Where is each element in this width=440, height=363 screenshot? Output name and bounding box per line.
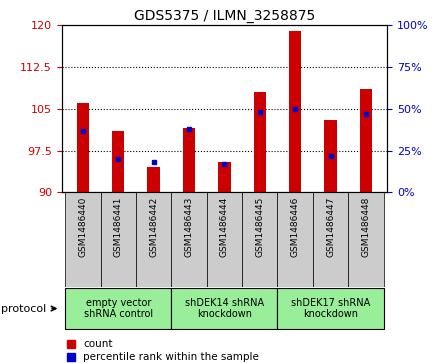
- Bar: [183, 129, 195, 192]
- Text: GSM1486448: GSM1486448: [362, 197, 370, 257]
- Text: shDEK17 shRNA
knockdown: shDEK17 shRNA knockdown: [291, 298, 370, 319]
- Text: GSM1486441: GSM1486441: [114, 197, 123, 257]
- FancyBboxPatch shape: [65, 192, 100, 287]
- FancyBboxPatch shape: [136, 192, 171, 287]
- FancyBboxPatch shape: [171, 192, 207, 287]
- Bar: [77, 103, 89, 192]
- Text: GSM1486440: GSM1486440: [78, 197, 87, 257]
- FancyBboxPatch shape: [348, 192, 384, 287]
- Bar: [324, 120, 337, 192]
- Bar: [218, 162, 231, 192]
- FancyBboxPatch shape: [313, 192, 348, 287]
- FancyBboxPatch shape: [278, 287, 384, 330]
- Text: GSM1486442: GSM1486442: [149, 197, 158, 257]
- Text: GSM1486444: GSM1486444: [220, 197, 229, 257]
- Text: GSM1486446: GSM1486446: [291, 197, 300, 257]
- Bar: [289, 31, 301, 192]
- Bar: [253, 92, 266, 192]
- FancyBboxPatch shape: [278, 192, 313, 287]
- Title: GDS5375 / ILMN_3258875: GDS5375 / ILMN_3258875: [134, 9, 315, 23]
- Text: protocol: protocol: [1, 303, 56, 314]
- FancyBboxPatch shape: [65, 287, 171, 330]
- Text: empty vector
shRNA control: empty vector shRNA control: [84, 298, 153, 319]
- Text: shDEK14 shRNA
knockdown: shDEK14 shRNA knockdown: [185, 298, 264, 319]
- FancyBboxPatch shape: [207, 192, 242, 287]
- Bar: [360, 89, 372, 192]
- Text: GSM1486443: GSM1486443: [184, 197, 194, 257]
- FancyBboxPatch shape: [171, 287, 278, 330]
- Text: GSM1486445: GSM1486445: [255, 197, 264, 257]
- Bar: [147, 167, 160, 192]
- Text: GSM1486447: GSM1486447: [326, 197, 335, 257]
- FancyBboxPatch shape: [242, 192, 278, 287]
- Legend: count, percentile rank within the sample: count, percentile rank within the sample: [67, 339, 259, 362]
- Bar: [112, 131, 125, 192]
- FancyBboxPatch shape: [100, 192, 136, 287]
